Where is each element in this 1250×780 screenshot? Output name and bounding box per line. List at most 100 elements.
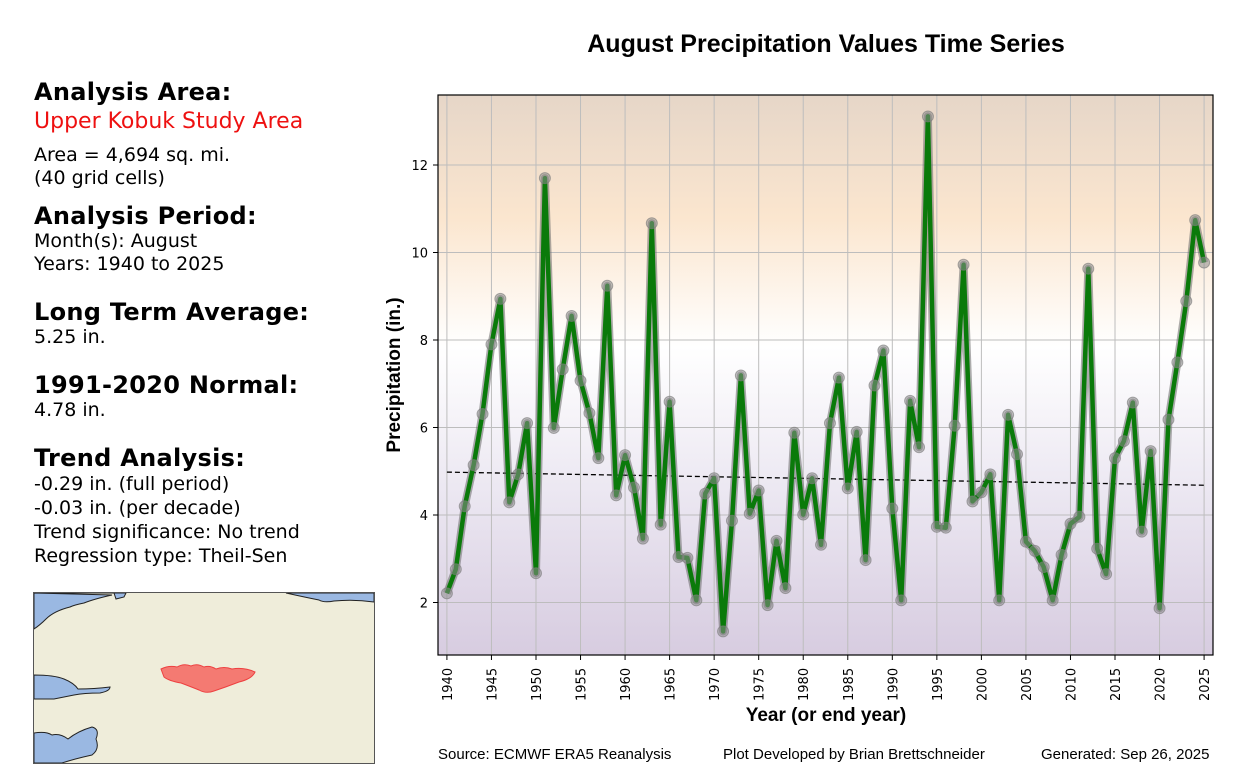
trend-analysis-heading: Trend Analysis: [34,444,246,472]
data-point-1969 [699,487,712,500]
data-point-2013 [1091,542,1104,555]
data-point-1979 [788,426,801,439]
data-point-2008 [1046,594,1059,607]
x-tick-label: 2015 [1109,668,1124,701]
x-tick-label: 1940 [441,668,456,701]
x-tick-label: 1945 [485,668,500,701]
normal-value: 4.78 in. [34,399,106,421]
data-point-1982 [815,538,828,551]
regression-type: Regression type: Theil-Sen [34,545,288,567]
map-water-southwest [34,726,98,763]
data-point-2001 [984,468,997,481]
x-tick-label: 1955 [575,668,590,701]
x-tick-label: 2005 [1020,668,1035,701]
info-panel: Analysis Area: Upper Kobuk Study Area Ar… [34,78,394,568]
data-point-1973 [734,369,747,382]
data-point-2010 [1064,517,1077,530]
y-axis-ticks: 2 4 6 8 10 12 [411,159,438,612]
data-point-2004 [1011,448,1024,461]
data-point-1972 [725,514,738,527]
data-point-1970 [708,472,721,485]
data-point-1967 [681,551,694,564]
data-point-1956 [583,407,596,420]
data-point-1991 [895,594,908,607]
data-point-2019 [1144,445,1157,458]
data-point-1977 [770,534,783,547]
data-point-2018 [1135,525,1148,538]
locator-map [33,592,375,764]
x-tick-label: 1950 [530,668,545,701]
data-point-1997 [948,419,961,432]
y-tick-label: 10 [411,247,428,262]
data-point-1949 [521,417,534,430]
generated-date: Generated: Sep 26, 2025 [1041,746,1210,763]
data-point-2024 [1189,214,1202,227]
data-point-2006 [1028,544,1041,557]
data-point-1941 [449,563,462,576]
data-point-1983 [823,417,836,430]
y-tick-label: 2 [420,597,428,612]
data-point-2025 [1198,256,1211,269]
x-axis-ticks: 1940 1945 1950 1955 1960 1965 1970 1975 1980 1985… [441,655,1213,701]
normal-heading: 1991-2020 Normal: [34,371,299,399]
x-tick-label: 1975 [753,668,768,701]
data-point-1965 [663,395,676,408]
data-point-2014 [1100,568,1113,581]
data-point-1985 [841,482,854,495]
data-point-2007 [1037,561,1050,574]
x-tick-label: 1970 [708,668,723,701]
x-axis-label: Year (or end year) [746,705,907,726]
grid-cells: (40 grid cells) [34,167,165,189]
long-term-average-value: 5.25 in. [34,326,106,348]
data-point-1968 [690,594,703,607]
data-point-1964 [654,518,667,531]
data-point-1993 [913,441,926,454]
data-point-1953 [556,363,569,376]
data-point-2017 [1126,396,1139,409]
long-term-average-heading: Long Term Average: [34,298,310,326]
data-point-1995 [930,520,943,533]
trend-line [446,471,1205,486]
series-line-group [443,112,1209,636]
data-point-1976 [761,599,774,612]
series-markers [440,110,1211,638]
locator-map-svg [34,593,374,763]
data-point-2005 [1019,535,1032,548]
x-tick-label: 1960 [619,668,634,701]
data-point-1955 [574,374,587,387]
data-point-1944 [476,407,489,420]
x-tick-label: 2020 [1154,668,1169,701]
data-point-2003 [1002,408,1015,421]
data-point-2011 [1073,510,1086,523]
data-point-1994 [921,110,934,123]
data-point-1981 [806,472,819,485]
data-point-2023 [1180,295,1193,308]
data-point-1988 [868,379,881,392]
analysis-area-heading: Analysis Area: [34,78,232,106]
data-point-1984 [832,371,845,384]
x-tick-label: 1965 [664,668,679,701]
data-point-1996 [939,521,952,534]
data-point-1974 [743,507,756,520]
y-tick-label: 6 [420,422,428,437]
series-line [444,114,1207,634]
x-tick-label: 2000 [975,668,990,701]
data-point-1942 [458,500,471,513]
data-point-2020 [1153,602,1166,615]
x-tick-label: 2010 [1064,668,1079,701]
data-point-1971 [717,625,730,638]
data-point-1963 [645,217,658,230]
trend-full-period: -0.29 in. (full period) [34,473,230,495]
x-tick-label: 2025 [1198,668,1213,701]
data-point-1954 [565,309,578,322]
data-point-1990 [886,502,899,515]
x-tick-label: 1995 [931,668,946,701]
data-point-2000 [975,486,988,499]
plot-background [438,95,1213,655]
data-point-2016 [1117,435,1130,448]
data-point-1940 [440,587,453,600]
y-tick-label: 8 [420,334,428,349]
y-tick-label: 12 [411,159,428,174]
map-water-northeast [285,593,374,603]
data-point-1966 [672,551,685,563]
